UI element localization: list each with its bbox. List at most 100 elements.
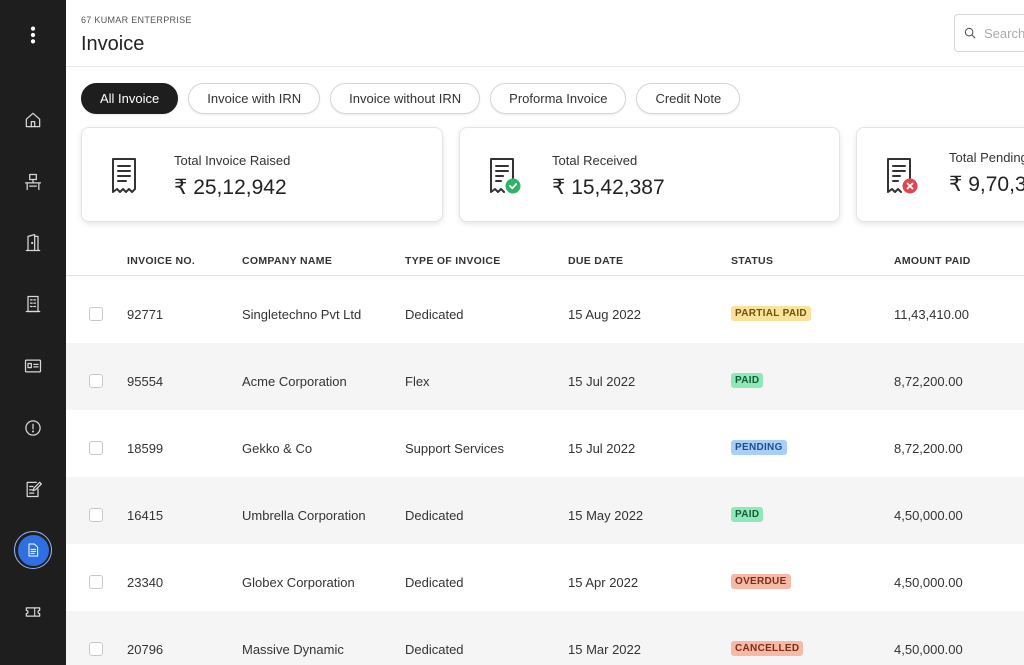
invoice-tabs: All Invoice Invoice with IRN Invoice wit… (81, 83, 750, 115)
door-icon (25, 234, 41, 252)
receipt-check-icon (486, 156, 522, 196)
cell-invoice: 92771 (127, 307, 164, 322)
cell-amount: 8,72,200.00 (894, 374, 963, 389)
status-badge: PARTIAL PAID (731, 306, 811, 321)
table-row[interactable]: 18599 Gekko & Co Support Services 15 Jul 20… (66, 410, 1024, 477)
cell-amount: 4,50,000.00 (894, 642, 963, 657)
cell-amount: 11,43,410.00 (894, 307, 969, 322)
cell-due: 15 Aug 2022 (568, 307, 642, 322)
receipt-icon (108, 156, 144, 196)
table-row[interactable]: 95554 Acme Corporation Flex 15 Jul 2022 PAID… (66, 343, 1024, 410)
cell-company: Gekko & Co (242, 441, 313, 456)
table-header: INVOICE NO. COMPANY NAME TYPE OF INVOICE… (66, 245, 1024, 276)
card-total-pending: Total Pending ₹ 9,70,3 (856, 127, 1024, 222)
column-header-invoice-no[interactable]: INVOICE NO. (127, 255, 196, 267)
column-header-company-name[interactable]: COMPANY NAME (242, 255, 333, 267)
sidebar-item-invoice[interactable] (0, 528, 66, 572)
cell-amount: 4,50,000.00 (894, 575, 963, 590)
status-badge: PAID (731, 373, 764, 388)
receipt-cross-icon (883, 156, 919, 196)
cell-company: Globex Corporation (242, 575, 355, 590)
cell-type: Dedicated (405, 575, 464, 590)
cell-company: Umbrella Corporation (242, 508, 366, 523)
cell-invoice: 16415 (127, 508, 164, 523)
table-row[interactable]: 92771 Singletechno Pvt Ltd Dedicated 15 Aug… (66, 276, 1024, 343)
sidebar (0, 0, 66, 665)
search-input[interactable] (984, 25, 1024, 41)
card-label: Total Received (552, 153, 638, 168)
desk-icon (24, 173, 42, 191)
card-value: ₹ 9,70,3 (949, 173, 1024, 196)
cell-company: Singletechno Pvt Ltd (242, 307, 362, 322)
home-icon (25, 112, 41, 128)
sidebar-item-tickets[interactable] (0, 590, 66, 634)
cell-due: 15 Jul 2022 (568, 374, 636, 389)
cell-type: Flex (405, 374, 430, 389)
status-badge: PAID (731, 507, 764, 522)
cell-invoice: 18599 (127, 441, 164, 456)
search-box[interactable] (954, 14, 1024, 52)
cell-due: 15 Apr 2022 (568, 575, 639, 590)
cell-type: Dedicated (405, 642, 464, 657)
row-checkbox[interactable] (89, 575, 103, 589)
cell-amount: 4,50,000.00 (894, 508, 963, 523)
card-label: Total Invoice Raised (174, 153, 291, 168)
table-row[interactable]: 23340 Globex Corporation Dedicated 15 Apr 2… (66, 544, 1024, 611)
tab-all-invoice[interactable]: All Invoice (81, 83, 179, 114)
sidebar-item-notes[interactable] (0, 467, 66, 511)
page-title: Invoice (81, 33, 145, 55)
column-header-due-date[interactable]: DUE DATE (568, 255, 624, 267)
status-badge: PENDING (731, 440, 787, 455)
sidebar-item-alerts[interactable] (0, 406, 66, 450)
cell-due: 15 May 2022 (568, 508, 644, 523)
cell-type: Support Services (405, 441, 504, 456)
sidebar-item-building[interactable] (0, 282, 66, 326)
cell-due: 15 Mar 2022 (568, 642, 641, 657)
row-checkbox[interactable] (89, 508, 103, 522)
kebab-menu-icon[interactable] (0, 13, 66, 57)
table-row[interactable]: 16415 Umbrella Corporation Dedicated 15 May… (66, 477, 1024, 544)
cell-company: Massive Dynamic (242, 642, 344, 657)
tab-proforma-invoice[interactable]: Proforma Invoice (490, 83, 627, 114)
cell-company: Acme Corporation (242, 374, 347, 389)
building-icon (25, 295, 41, 313)
row-checkbox[interactable] (89, 642, 103, 656)
cell-invoice: 23340 (127, 575, 164, 590)
tab-invoice-with-irn[interactable]: Invoice with IRN (188, 83, 321, 114)
sidebar-item-workspace[interactable] (0, 160, 66, 204)
edit-note-icon (26, 481, 42, 498)
row-checkbox[interactable] (89, 307, 103, 321)
card-value: ₹ 25,12,942 (174, 176, 287, 199)
cell-type: Dedicated (405, 307, 464, 322)
search-icon (964, 27, 976, 39)
status-badge: OVERDUE (731, 574, 791, 589)
cell-type: Dedicated (405, 508, 464, 523)
tab-invoice-without-irn[interactable]: Invoice without IRN (330, 83, 481, 114)
column-header-type-of-invoice[interactable]: TYPE OF INVOICE (405, 255, 501, 267)
invoice-table: INVOICE NO. COMPANY NAME TYPE OF INVOICE… (66, 245, 1024, 665)
id-card-icon (24, 359, 42, 373)
card-label: Total Pending (949, 150, 1024, 165)
alert-icon (25, 420, 41, 436)
ticket-icon (25, 607, 41, 617)
row-checkbox[interactable] (89, 441, 103, 455)
cell-invoice: 95554 (127, 374, 164, 389)
sidebar-item-id-card[interactable] (0, 344, 66, 388)
table-row[interactable]: 20796 Massive Dynamic Dedicated 15 Mar 2022… (66, 611, 1024, 665)
sidebar-item-doors[interactable] (0, 221, 66, 265)
cell-due: 15 Jul 2022 (568, 441, 636, 456)
column-header-status[interactable]: STATUS (731, 255, 774, 267)
cell-invoice: 20796 (127, 642, 164, 657)
table-body: 92771 Singletechno Pvt Ltd Dedicated 15 Aug… (66, 276, 1024, 665)
card-total-invoice-raised: Total Invoice Raised ₹ 25,12,942 (81, 127, 443, 222)
column-header-amount-paid[interactable]: AMOUNT PAID (894, 255, 971, 267)
company-name: 67 KUMAR ENTERPRISE (81, 15, 192, 25)
document-icon (28, 543, 39, 557)
card-value: ₹ 15,42,387 (552, 176, 665, 199)
row-checkbox[interactable] (89, 374, 103, 388)
page-header: 67 KUMAR ENTERPRISE Invoice (66, 0, 1024, 67)
sidebar-item-home[interactable] (0, 98, 66, 142)
card-total-received: Total Received ₹ 15,42,387 (459, 127, 840, 222)
tab-credit-note[interactable]: Credit Note (636, 83, 741, 114)
